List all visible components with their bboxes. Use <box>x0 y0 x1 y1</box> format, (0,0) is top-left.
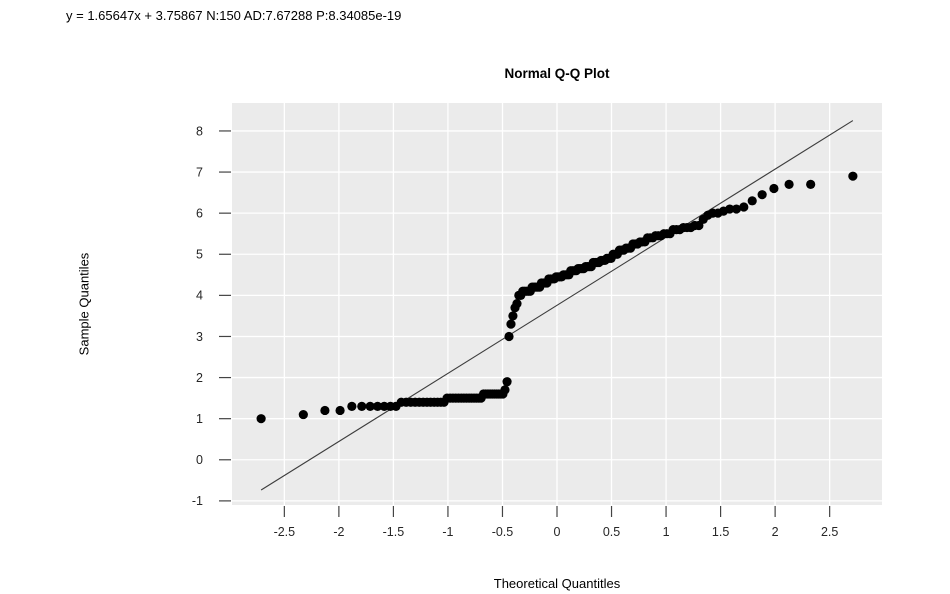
y-tick-label: 5 <box>196 248 203 262</box>
data-point <box>747 196 757 206</box>
data-point <box>502 377 512 387</box>
data-point <box>725 204 735 214</box>
y-tick-label: 1 <box>196 412 203 426</box>
data-point <box>335 405 345 416</box>
data-point <box>256 414 266 424</box>
y-tick-label: -1 <box>192 494 203 508</box>
x-tick-label: -2 <box>333 525 344 539</box>
data-point <box>365 401 375 411</box>
y-tick-label: 0 <box>196 453 203 467</box>
y-tick-label: 7 <box>196 165 203 179</box>
y-axis-label: Sample Quantiles <box>76 252 92 356</box>
y-tick-label: 4 <box>196 289 203 303</box>
y-tick-label: 2 <box>196 371 203 385</box>
data-point <box>298 409 308 420</box>
chart-title: Normal Q-Q Plot <box>504 66 610 81</box>
x-axis-label: Theoretical Quantitles <box>493 576 621 591</box>
data-point <box>508 311 518 321</box>
data-point <box>848 171 858 181</box>
data-point <box>731 204 742 214</box>
data-point <box>506 319 516 329</box>
data-point <box>806 179 816 189</box>
x-tick-label: 1 <box>663 525 670 539</box>
data-point <box>784 179 794 189</box>
y-tick-label: 6 <box>196 206 203 220</box>
fit-line <box>260 120 854 491</box>
data-point <box>320 405 330 416</box>
y-tick-label: 8 <box>196 124 203 138</box>
x-tick-label: 0.5 <box>603 525 620 539</box>
data-point <box>769 183 779 194</box>
fit-stats-text: y = 1.65647x + 3.75867 N:150 AD:7.67288 … <box>66 8 402 23</box>
data-point <box>500 385 510 395</box>
x-tick-label: 2 <box>772 525 779 539</box>
x-tick-label: -2.5 <box>274 525 296 539</box>
data-point <box>357 401 367 411</box>
data-point <box>757 190 767 200</box>
data-point <box>372 401 383 411</box>
x-tick-label: 1.5 <box>712 525 729 539</box>
data-point <box>512 298 522 309</box>
x-tick-label: 2.5 <box>821 525 838 539</box>
x-tick-label: 0 <box>554 525 561 539</box>
x-tick-label: -1.5 <box>383 525 405 539</box>
data-point <box>504 331 514 342</box>
data-point <box>739 202 749 212</box>
data-point <box>347 401 357 411</box>
x-tick-label: -0.5 <box>492 525 514 539</box>
y-tick-label: 3 <box>196 330 203 344</box>
x-tick-label: -1 <box>442 525 453 539</box>
